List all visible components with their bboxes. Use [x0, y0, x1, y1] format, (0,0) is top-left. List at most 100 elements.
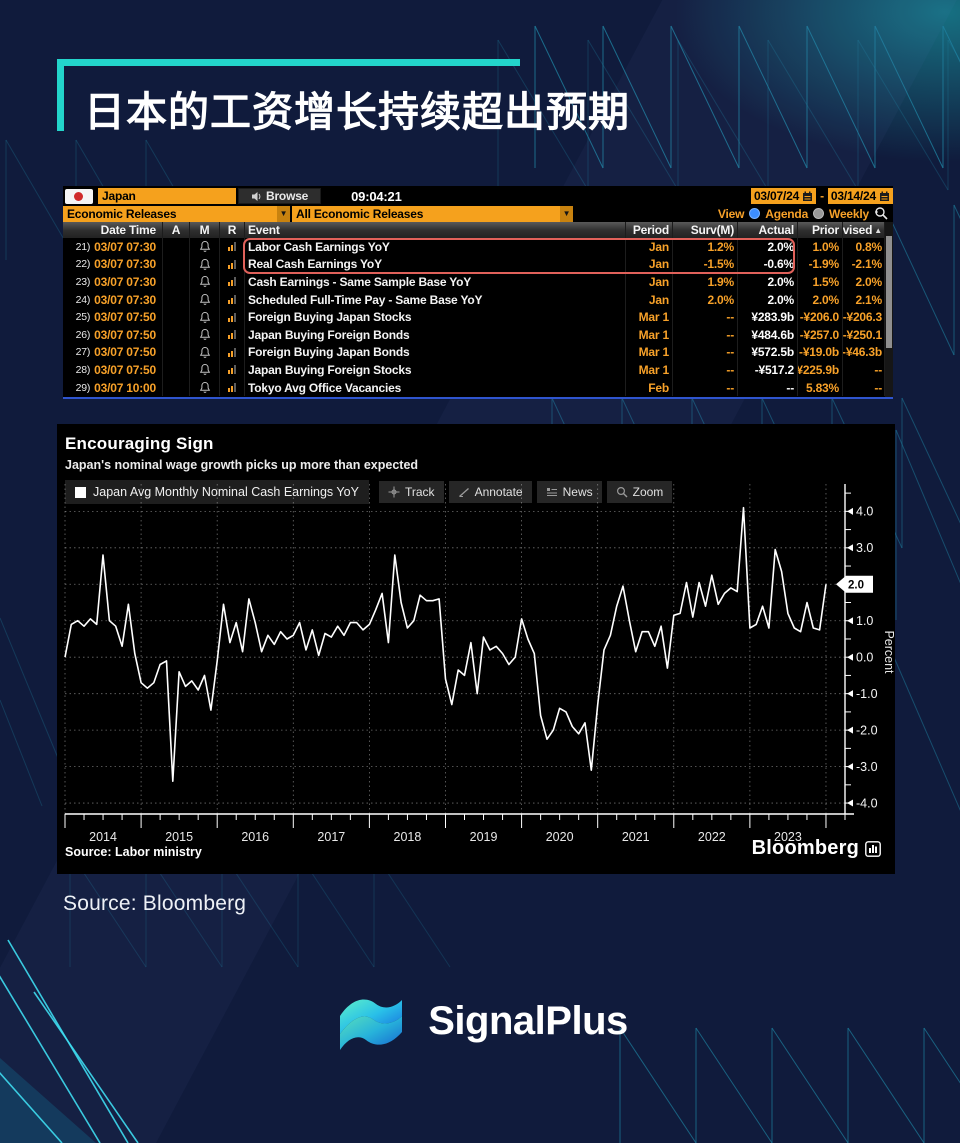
svg-text:-4.0: -4.0	[856, 796, 878, 810]
row-datetime: 03/07 07:50	[94, 362, 156, 377]
bloomberg-terminal-icon	[865, 840, 881, 857]
table-row[interactable]: 28) 03/07 07:50 Japan Buying Foreign Stoc…	[63, 361, 893, 379]
row-number: 28)	[75, 363, 91, 376]
table-row[interactable]: 24) 03/07 07:30 Scheduled Full-Time Pay -…	[63, 290, 893, 309]
col-actual[interactable]: Actual	[738, 222, 798, 238]
cell-monitor[interactable]	[190, 273, 220, 291]
table-row[interactable]: 21) 03/07 07:30 Labor Cash Earnings YoY J…	[63, 238, 893, 256]
news-button[interactable]: News	[536, 481, 602, 503]
table-row[interactable]: 26) 03/07 07:50 Japan Buying Foreign Bond…	[63, 325, 893, 344]
table-row[interactable]: 23) 03/07 07:30 Cash Earnings - Same Samp…	[63, 273, 893, 291]
scrollbar-thumb[interactable]	[886, 236, 892, 348]
chevron-down-icon[interactable]: ▼	[277, 205, 290, 222]
cell-related[interactable]	[220, 290, 245, 309]
wage-growth-line-chart: 2014 2015 2016 2017 2018 2019 2020 2021 2022 2023…	[64, 484, 895, 844]
signal-bars-icon	[228, 330, 236, 340]
col-event[interactable]: Event	[245, 222, 626, 238]
svg-text:2021: 2021	[622, 830, 650, 844]
table-row[interactable]: 29) 03/07 10:00 Tokyo Avg Office Vacancie…	[63, 378, 893, 397]
cell-related[interactable]	[220, 361, 245, 379]
cell-monitor[interactable]	[190, 308, 220, 326]
image-source-note: Source: Bloomberg	[63, 892, 247, 915]
cell-related[interactable]	[220, 273, 245, 291]
release-type-dropdown[interactable]: Economic Releases	[63, 205, 277, 222]
signalplus-logo-icon	[340, 999, 403, 1050]
col-m[interactable]: M	[190, 222, 220, 238]
row-datetime: 03/07 07:50	[94, 345, 156, 360]
cell-monitor[interactable]	[190, 255, 220, 274]
browse-button[interactable]: Browse	[238, 188, 322, 204]
cell-revised: -¥46.3b	[843, 343, 885, 362]
table-row[interactable]: 25) 03/07 07:50 Foreign Buying Japan Stoc…	[63, 308, 893, 326]
bell-icon	[199, 329, 210, 341]
release-filter-dropdown[interactable]: All Economic Releases	[292, 205, 560, 222]
bell-icon	[199, 364, 210, 376]
col-a[interactable]: A	[163, 222, 190, 238]
zoom-button[interactable]: Zoom	[606, 481, 673, 503]
cell-monitor[interactable]	[190, 343, 220, 362]
cell-event[interactable]: Foreign Buying Japan Bonds	[245, 343, 626, 362]
zoom-label: Zoom	[632, 485, 664, 499]
agenda-label[interactable]: Agenda	[765, 206, 809, 221]
signal-bars-icon	[228, 242, 236, 252]
cell-period: Jan	[626, 273, 673, 291]
page-title: 日本的工资增长持续超出预期	[84, 89, 630, 135]
svg-text:-2.0: -2.0	[856, 723, 878, 737]
cell-event[interactable]: Scheduled Full-Time Pay - Same Base YoY	[245, 290, 626, 309]
row-datetime: 03/07 07:30	[94, 257, 156, 272]
table-scrollbar[interactable]	[885, 222, 893, 397]
col-r[interactable]: R	[220, 222, 245, 238]
cell-related[interactable]	[220, 378, 245, 397]
cell-monitor[interactable]	[190, 361, 220, 379]
col-period[interactable]: Period	[626, 222, 673, 238]
cell-event[interactable]: Real Cash Earnings YoY	[245, 255, 626, 274]
search-plus-icon[interactable]	[874, 206, 889, 221]
bloomberg-chart-panel: Encouraging Sign Japan's nominal wage gr…	[57, 424, 895, 874]
cell-monitor[interactable]	[190, 290, 220, 309]
svg-text:-3.0: -3.0	[856, 760, 878, 774]
cell-related[interactable]	[220, 308, 245, 326]
weekly-label[interactable]: Weekly	[829, 206, 869, 221]
row-number: 22)	[75, 258, 91, 271]
cell-actual: ¥572.5b	[738, 343, 798, 362]
cell-actual: ¥283.9b	[738, 308, 798, 326]
country-input[interactable]: Japan	[98, 188, 236, 204]
signal-bars-icon	[228, 277, 236, 287]
cell-alert	[163, 273, 190, 291]
cell-related[interactable]	[220, 325, 245, 344]
cell-event[interactable]: Labor Cash Earnings YoY	[245, 238, 626, 256]
cell-related[interactable]	[220, 343, 245, 362]
chevron-down-icon[interactable]: ▼	[560, 205, 573, 222]
cell-event[interactable]: Foreign Buying Japan Stocks	[245, 308, 626, 326]
row-number: 29)	[75, 381, 91, 394]
col-surv[interactable]: Surv(M)	[673, 222, 738, 238]
date-to-field[interactable]: 03/14/24	[827, 188, 893, 204]
col-revised[interactable]: Revised▲	[843, 222, 885, 238]
cell-event[interactable]: Cash Earnings - Same Sample Base YoY	[245, 273, 626, 291]
track-button[interactable]: Track	[379, 481, 444, 503]
cell-survey: --	[673, 378, 738, 397]
table-row[interactable]: 27) 03/07 07:50 Foreign Buying Japan Bond…	[63, 343, 893, 362]
cell-monitor[interactable]	[190, 238, 220, 256]
cell-event[interactable]: Tokyo Avg Office Vacancies	[245, 378, 626, 397]
cell-revised: --	[843, 361, 885, 379]
cell-event[interactable]: Japan Buying Foreign Bonds	[245, 325, 626, 344]
col-date-time[interactable]: Date Time	[63, 222, 163, 238]
cell-related[interactable]	[220, 255, 245, 274]
date-from-field[interactable]: 03/07/24	[750, 188, 817, 204]
table-row[interactable]: 22) 03/07 07:30 Real Cash Earnings YoY Ja…	[63, 255, 893, 274]
cell-prior: -1.9%	[798, 255, 843, 274]
weekly-radio[interactable]	[813, 208, 825, 219]
cell-monitor[interactable]	[190, 325, 220, 344]
news-label: News	[562, 485, 593, 499]
legend-label: Japan Avg Monthly Nominal Cash Earnings …	[93, 485, 359, 499]
cell-event[interactable]: Japan Buying Foreign Stocks	[245, 361, 626, 379]
cell-related[interactable]	[220, 238, 245, 256]
annotate-button[interactable]: Annotate	[448, 481, 532, 503]
col-prior[interactable]: Prior	[798, 222, 843, 238]
row-number: 25)	[75, 311, 91, 324]
agenda-radio[interactable]	[749, 208, 761, 219]
cell-monitor[interactable]	[190, 378, 220, 397]
bloomberg-brand: Bloomberg	[752, 837, 881, 860]
cell-prior: -¥206.0	[798, 308, 843, 326]
